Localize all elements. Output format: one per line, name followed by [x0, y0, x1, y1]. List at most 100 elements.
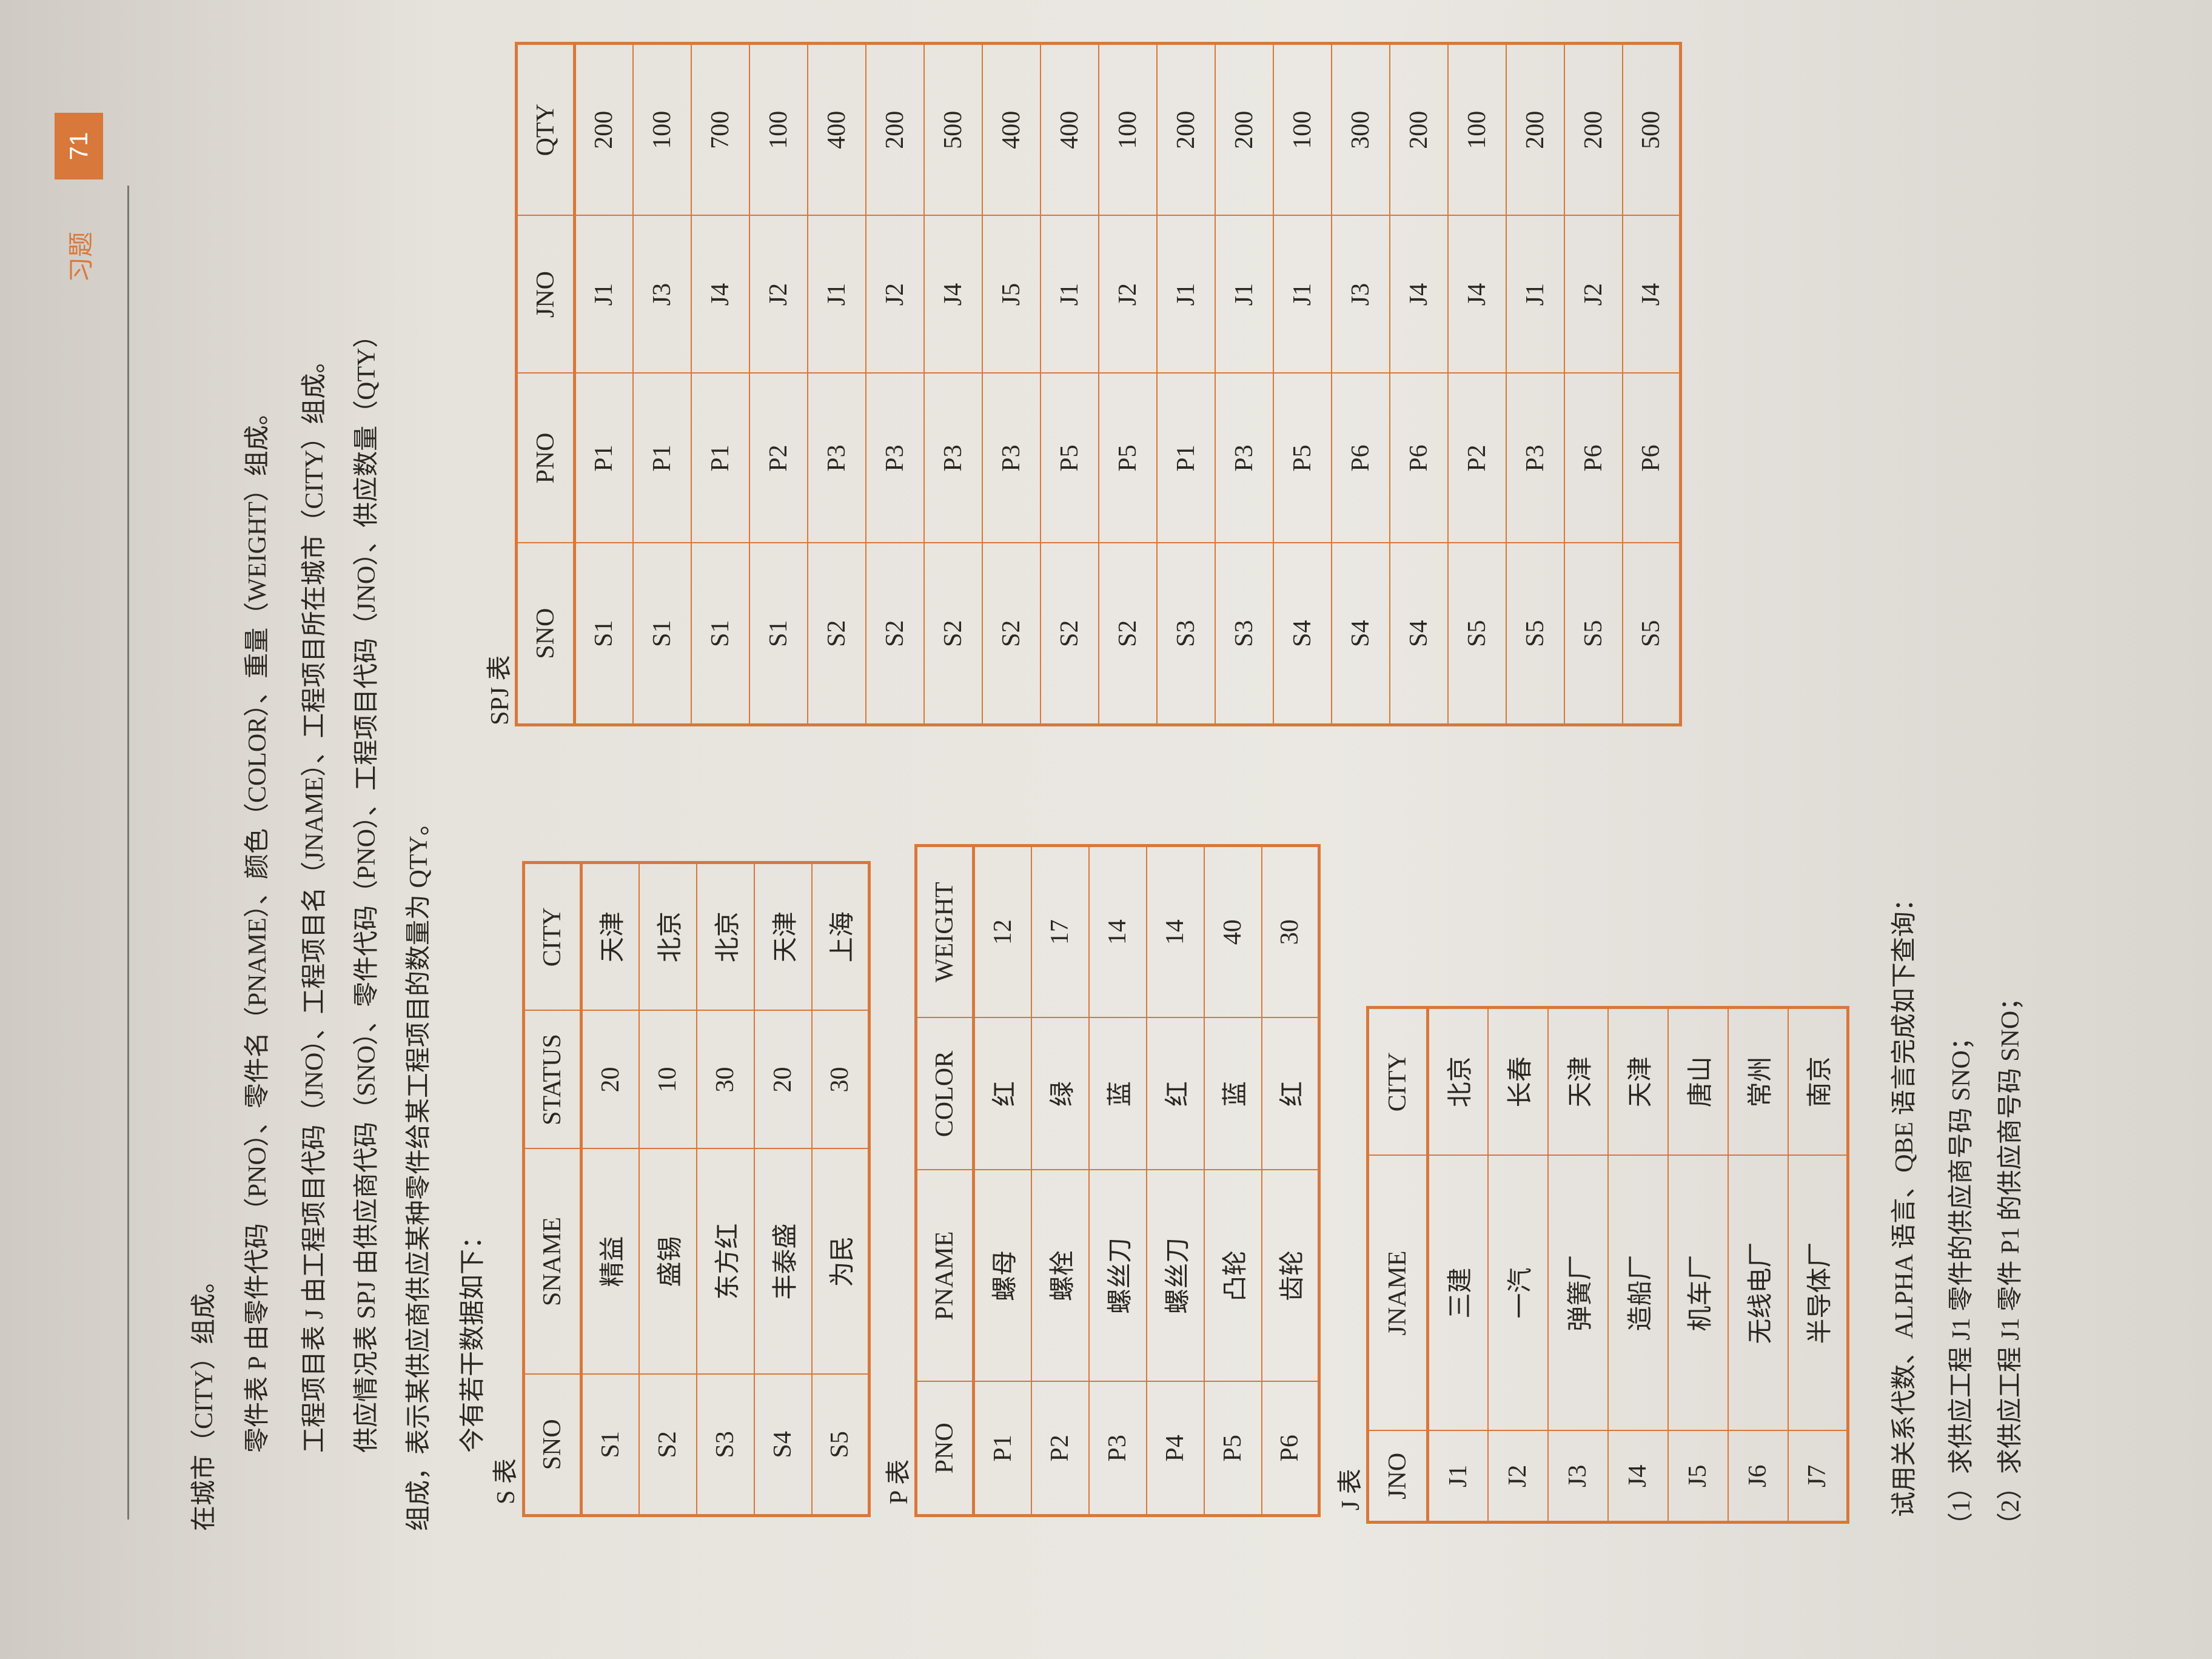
table-cell: S4	[1331, 543, 1390, 725]
table-cell: P1	[973, 1381, 1031, 1516]
table-cell: P5	[1040, 373, 1099, 543]
table-cell: 10	[638, 1010, 697, 1149]
table-cell: 200	[1156, 43, 1215, 216]
table-cell: S3	[1215, 543, 1273, 725]
table-row: S2 P3 J1 400	[807, 43, 866, 725]
table-cell: J2	[1098, 215, 1157, 374]
question-prompt: 试用关系代数、ALPHA 语言、QBE 语言完成如下查询：	[1891, 886, 1919, 1517]
data-table: PNO PNAME COLOR WEIGHT P1 螺母红 12 P2 螺栓绿 17 P3 螺丝刀蓝 1…	[914, 844, 1321, 1517]
table-cell: J4	[1607, 1430, 1668, 1523]
table-cell: 100	[749, 43, 808, 216]
table-row: S2 P3 J5 400	[982, 43, 1041, 725]
table-cell: S1	[749, 543, 808, 725]
table-cell: S5	[811, 1374, 870, 1516]
table-cell: J1	[1273, 215, 1332, 374]
table-cell: 200	[865, 43, 924, 216]
table-cell: J3	[632, 215, 691, 374]
table-cell: J4	[691, 215, 749, 374]
table-cell: 300	[1331, 43, 1390, 216]
table-cell: 蓝	[1088, 1017, 1147, 1170]
table-cell: 螺母	[973, 1170, 1031, 1382]
table-cell: P2	[1447, 373, 1506, 543]
table-row: S3 P1 J1 200	[1156, 43, 1215, 725]
table-cell: 螺栓	[1031, 1170, 1089, 1382]
table-row: S1 P1 J1 200	[574, 43, 633, 725]
table-cell: J4	[1622, 215, 1681, 374]
table-row: S3 P3 J1 200	[1215, 43, 1273, 725]
table-cell: P3	[865, 373, 924, 543]
table-cell: 200	[574, 43, 633, 216]
table-cell: S4	[1389, 543, 1448, 725]
table-cell: J1	[1040, 215, 1099, 374]
table-cell: P6	[1261, 1381, 1319, 1516]
table-cell: 天津	[1607, 1007, 1668, 1156]
table-row: S1 精益 20 天津	[581, 862, 639, 1516]
table-cell: 北京	[1427, 1007, 1488, 1156]
column-header: JNO	[1367, 1430, 1428, 1523]
table-cell: J1	[574, 215, 633, 374]
table-cell: S5	[1506, 543, 1564, 725]
table-cell: P4	[1146, 1381, 1204, 1516]
table-cell: 唐山	[1667, 1007, 1728, 1156]
table-cell: 丰泰盛	[754, 1148, 812, 1375]
table-cell: P6	[1389, 373, 1448, 543]
table-cell: J4	[1389, 215, 1448, 374]
table-cell: P5	[1204, 1381, 1262, 1516]
table-row: J2 一汽 长春	[1487, 1007, 1548, 1523]
table-cell: S2	[923, 543, 982, 725]
table-cell: 凸轮	[1204, 1170, 1262, 1382]
table-cell: S1	[574, 543, 633, 725]
table-cell: 200	[1564, 43, 1623, 216]
header-row: SNO SNAME STATUS CITY	[523, 862, 581, 1516]
table-cell: 500	[923, 43, 982, 216]
table-cell: S2	[1098, 543, 1157, 725]
table-cell: 精益	[581, 1148, 639, 1375]
table-cell: 螺丝刀	[1088, 1170, 1147, 1382]
table-cell: 100	[632, 43, 691, 216]
column-header: PNO	[916, 1381, 974, 1516]
table-cell: J2	[1487, 1430, 1548, 1523]
table-cell: 天津	[1547, 1007, 1608, 1156]
table-cell: 三建	[1427, 1155, 1488, 1431]
table-row: S2 P5 J1 400	[1040, 43, 1099, 725]
column-header: PNAME	[916, 1170, 974, 1382]
table-cell: P1	[1156, 373, 1215, 543]
table-cell: J5	[982, 215, 1041, 374]
table-cell: 100	[1098, 43, 1157, 216]
table-cell: 东方红	[696, 1148, 754, 1375]
table-cell: P1	[691, 373, 749, 543]
table-cell: 400	[1040, 43, 1099, 216]
table-row: S1 P1 J4 700	[691, 43, 749, 725]
table-cell: S3	[1156, 543, 1215, 725]
table-cell: 20	[754, 1010, 812, 1149]
table-cell: 弹簧厂	[1547, 1155, 1608, 1431]
table-row: P5 凸轮蓝 40	[1204, 845, 1262, 1516]
table-cell: S2	[865, 543, 924, 725]
column-header: STATUS	[523, 1010, 581, 1149]
question-item: （2）求供应工程 J1 零件 P1 的供应商号码 SNO；	[1997, 985, 2025, 1538]
column-header: JNAME	[1367, 1155, 1428, 1431]
table-row: S1 P2 J2 100	[749, 43, 808, 725]
data-table: SNO PNO JNO QTY S1 P1 J1 200 S1 P1 J3 100 S1 P1 J4 700 S…	[515, 42, 1682, 726]
table-cell: 40	[1204, 845, 1262, 1018]
table-cell: P2	[1031, 1381, 1089, 1516]
table-cell: 蓝	[1204, 1017, 1262, 1170]
table-cell: 螺丝刀	[1146, 1170, 1204, 1382]
table-cell: P3	[807, 373, 866, 543]
table-cell: S5	[1564, 543, 1623, 725]
table-cell: S5	[1447, 543, 1506, 725]
table-row: J3 弹簧厂 天津	[1547, 1007, 1608, 1523]
table-cell: P6	[1331, 373, 1390, 543]
table-cell: P3	[982, 373, 1041, 543]
table-row: J5 机车厂 唐山	[1667, 1007, 1728, 1523]
paragraph-line: 工程项目表 J 由工程项目代码（JNO）、工程项目名（JNAME）、工程项目所在…	[301, 347, 329, 1453]
column-header: SNO	[523, 1374, 581, 1516]
table-cell: 14	[1146, 845, 1204, 1018]
table-row: S2 P3 J2 200	[865, 43, 924, 725]
table-cell: 齿轮	[1261, 1170, 1319, 1382]
table-cell: J2	[1564, 215, 1623, 374]
question-item: （1）求供应工程 J1 零件的供应商号码 SNO；	[1948, 1025, 1976, 1538]
paragraph-line: 零件表 P 由零件代码（PNO）、零件名（PNAME）、颜色（COLOR）、重量…	[244, 400, 272, 1453]
table-label: J 表	[1337, 1469, 1365, 1510]
